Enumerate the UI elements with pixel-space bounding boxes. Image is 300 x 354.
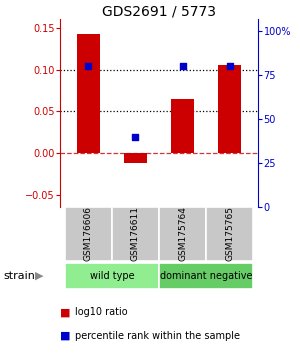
Title: GDS2691 / 5773: GDS2691 / 5773 [102, 4, 216, 18]
FancyBboxPatch shape [206, 207, 253, 261]
Bar [218, 65, 242, 153]
FancyBboxPatch shape [65, 263, 159, 289]
Text: GSM176606: GSM176606 [84, 206, 93, 262]
Text: GSM175764: GSM175764 [178, 206, 187, 261]
Text: log10 ratio: log10 ratio [75, 307, 128, 317]
Text: ■: ■ [60, 307, 70, 317]
Text: wild type: wild type [89, 270, 134, 281]
Text: strain: strain [3, 270, 35, 281]
Bar [76, 34, 100, 153]
Bar [171, 99, 194, 153]
Point [86, 64, 91, 69]
Text: ▶: ▶ [34, 270, 43, 281]
Text: ■: ■ [60, 331, 70, 341]
FancyBboxPatch shape [65, 207, 112, 261]
Point [133, 134, 138, 139]
FancyBboxPatch shape [112, 207, 159, 261]
Text: dominant negative: dominant negative [160, 270, 252, 281]
Point [227, 64, 232, 69]
Text: GSM176611: GSM176611 [131, 206, 140, 262]
FancyBboxPatch shape [159, 207, 206, 261]
Text: percentile rank within the sample: percentile rank within the sample [75, 331, 240, 341]
Bar [124, 153, 147, 163]
FancyBboxPatch shape [159, 263, 253, 289]
Point [180, 64, 185, 69]
Text: GSM175765: GSM175765 [225, 206, 234, 262]
